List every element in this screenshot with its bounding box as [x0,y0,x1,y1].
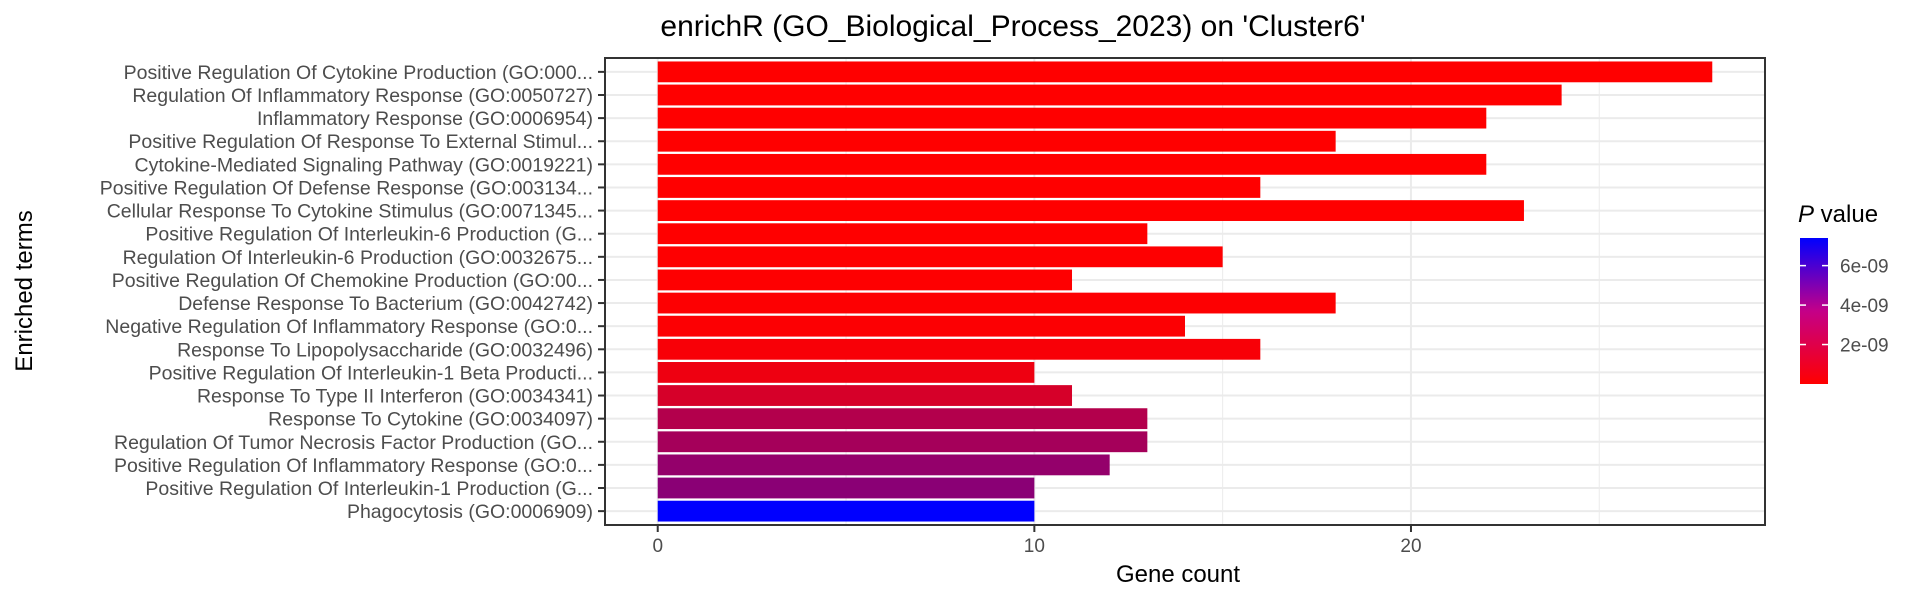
legend-title-italic: P [1798,201,1814,228]
bar [657,500,1035,522]
plot-border [604,57,1766,526]
bar [657,177,1261,198]
legend-title-rest: value [1814,201,1878,228]
y-tick-label: Regulation Of Inflammatory Response (GO:… [132,85,593,107]
legend: P value 2e-09 4e-09 6e-09 [1798,201,1889,384]
bar [657,84,1562,106]
y-tick-label: Cellular Response To Cytokine Stimulus (… [107,201,593,223]
bar [657,153,1487,175]
x-tick-label: 0 [652,536,663,557]
y-tick-label: Positive Regulation Of Cytokine Producti… [124,62,593,84]
y-tick-label: Positive Regulation Of Interleukin-6 Pro… [145,224,593,246]
x-tick-label: 20 [1400,536,1421,557]
bar [657,61,1713,83]
y-tick-label: Response To Cytokine (GO:0034097) [268,409,593,431]
y-tick-label: Positive Regulation Of Inflammatory Resp… [114,455,593,477]
y-tick-label: Positive Regulation Of Defense Response … [100,177,593,199]
bar [657,362,1035,383]
legend-ticks: 2e-09 4e-09 6e-09 [1800,257,1889,357]
x-axis: 0 10 20 [652,525,1422,557]
y-tick-label: Positive Regulation Of Interleukin-1 Bet… [149,362,593,384]
y-tick-label: Phagocytosis (GO:0006909) [347,501,593,523]
legend-tick-label: 6e-09 [1840,257,1889,278]
y-tick-label: Cytokine-Mediated Signaling Pathway (GO:… [134,154,593,176]
bar [657,477,1035,499]
bar [657,408,1148,430]
bar [657,107,1487,129]
y-tick-label: Regulation Of Tumor Necrosis Factor Prod… [114,432,593,454]
y-tick-label: Negative Regulation Of Inflammatory Resp… [105,316,593,338]
bars [657,61,1713,522]
legend-tick-label: 4e-09 [1840,296,1889,317]
bar [657,315,1185,337]
bar [657,223,1148,245]
y-tick-label: Positive Regulation Of Chemokine Product… [112,270,593,292]
y-tick-label: Response To Lipopolysaccharide (GO:00324… [177,339,593,361]
legend-title: P value [1798,201,1878,228]
bar [657,292,1336,314]
x-axis-title: Gene count [1116,561,1240,588]
y-axis: Positive Regulation Of Cytokine Producti… [100,62,605,523]
y-tick-label: Positive Regulation Of Interleukin-1 Pro… [145,478,593,500]
bar [657,269,1073,291]
y-tick-label: Positive Regulation Of Response To Exter… [128,131,593,153]
bar [657,385,1073,406]
y-tick-label: Regulation Of Interleukin-6 Production (… [123,247,593,269]
y-tick-label: Response To Type II Interferon (GO:00343… [197,386,593,408]
legend-tick-label: 2e-09 [1840,336,1889,357]
y-tick-label: Inflammatory Response (GO:0006954) [257,108,593,130]
bar [657,246,1223,268]
y-axis-title: Enriched terms [11,210,38,371]
y-tick-label: Defense Response To Bacterium (GO:004274… [178,293,593,315]
bar [657,130,1336,152]
bar [657,200,1524,221]
chart-title: enrichR (GO_Biological_Process_2023) on … [660,10,1365,43]
x-tick-label: 10 [1024,536,1045,557]
bar [657,338,1261,360]
bar [657,454,1110,476]
bar [657,431,1148,453]
legend-colorbar [1800,238,1828,384]
